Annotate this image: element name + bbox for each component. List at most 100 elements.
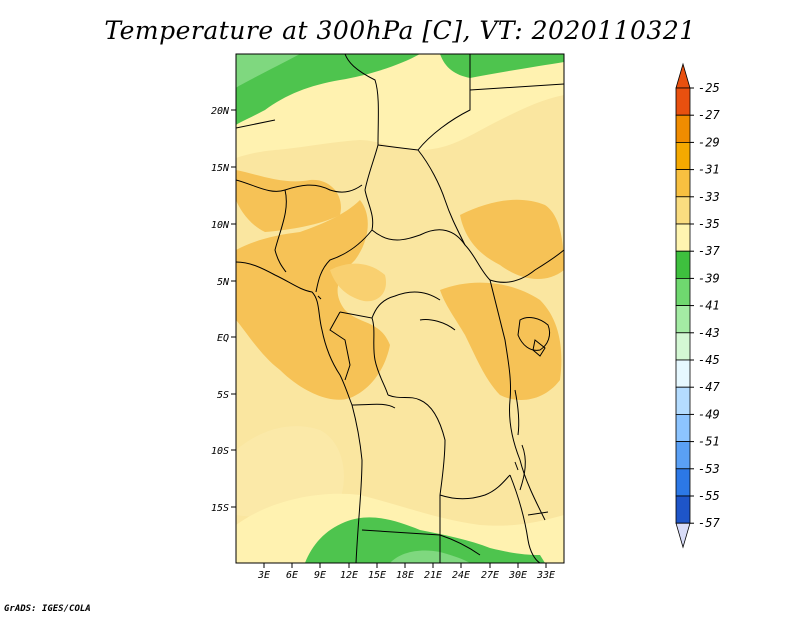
lon-label: 3E	[257, 570, 270, 581]
border-center-3	[417, 149, 466, 246]
lon-label: 24E	[452, 570, 470, 581]
lon-label: 15E	[368, 570, 386, 581]
lat-label: 5S	[217, 390, 229, 401]
lon-labels: 3E 6E 9E 12E 15E 18E 21E 24E 27E 30E 33E	[257, 570, 555, 581]
border-north-2	[377, 54, 471, 151]
lake-east-4	[519, 444, 526, 491]
axis-ticks	[231, 109, 547, 568]
border-center-6	[387, 394, 446, 496]
lat-labels: 20N 15N 10N 5N EQ 5S 10S 15S	[211, 106, 230, 514]
colorbar-label: -49	[698, 407, 720, 421]
colorbar-label: -57	[698, 516, 720, 530]
border-north-1	[344, 54, 379, 191]
colorbar-label: -37	[698, 244, 720, 258]
temperature-field	[236, 54, 564, 563]
island-gulf	[317, 295, 322, 300]
colorbar-swatch	[675, 114, 691, 143]
lon-label: 30E	[508, 570, 527, 581]
colorbar-label: -43	[698, 326, 720, 340]
field-region-warm-northeast	[460, 199, 564, 280]
colorbar-label: -51	[698, 435, 720, 449]
map-title: Temperature at 300hPa [C], VT: 202011032…	[104, 16, 696, 45]
border-center-7	[351, 403, 396, 409]
lake-east-3	[514, 389, 520, 436]
colorbar-label: -45	[698, 353, 720, 367]
lake-south-1	[514, 461, 519, 471]
field-region-warm-west	[236, 200, 390, 400]
border-east-3	[489, 279, 546, 521]
colorbar-tip-top	[675, 62, 691, 89]
colorbar-label: -29	[698, 135, 720, 149]
field-region-lightgreen-south	[390, 550, 470, 563]
colorbar-swatch	[675, 413, 691, 442]
lon-label: 21E	[424, 570, 442, 581]
field-region-warm-center	[330, 263, 386, 302]
colorbar-swatch	[675, 141, 691, 170]
colorbar-swatch	[675, 441, 691, 470]
colorbar-swatch	[675, 495, 691, 524]
map-frame	[235, 53, 565, 564]
colorbar-label: -39	[698, 271, 720, 285]
field-region-cool-southwest	[236, 426, 344, 517]
border-west-1	[236, 179, 363, 193]
border-south-1	[439, 474, 511, 500]
border-center-2	[371, 229, 491, 281]
colorbar-label: -47	[698, 380, 720, 394]
lake-east-2	[532, 339, 546, 357]
field-region-lightgreen-northwest	[236, 54, 300, 88]
colorbar-swatch	[675, 169, 691, 198]
colorbar-label: -27	[698, 108, 720, 122]
colorbar-swatch	[675, 250, 691, 279]
colorbar-label: -41	[698, 299, 720, 313]
colorbar-swatch	[675, 223, 691, 252]
grads-credit: GrADS: IGES/COLA	[4, 604, 91, 614]
field-region-green-northwest	[236, 54, 420, 125]
colorbar-label: -53	[698, 462, 720, 476]
lon-label: 6E	[286, 570, 298, 581]
border-south-4	[509, 474, 541, 563]
lat-label: 10S	[211, 446, 229, 457]
colorbar-label: -25	[698, 81, 720, 95]
map-boundaries	[236, 54, 564, 563]
colorbar-swatch	[675, 332, 691, 361]
border-east-1	[489, 249, 564, 283]
lat-label: 10N	[211, 220, 230, 231]
border-center-4	[339, 311, 389, 396]
field-region-warm-east	[440, 282, 562, 400]
lat-label: 20N	[211, 106, 230, 117]
border-center-5	[329, 311, 351, 381]
lon-label: 27E	[481, 570, 499, 581]
colorbar-swatch	[675, 305, 691, 334]
lon-label: 33E	[536, 570, 555, 581]
lake-east-1	[517, 317, 551, 351]
colorbar-swatch	[675, 87, 691, 116]
lon-label: 18E	[396, 570, 414, 581]
lake-south-2	[527, 511, 549, 516]
colorbar-label: -55	[698, 489, 720, 503]
colorbar-label: -35	[698, 217, 720, 231]
lat-label: EQ	[217, 333, 229, 344]
colorbar-swatch	[675, 386, 691, 415]
colorbar-tip-bottom	[675, 522, 691, 549]
border-north-3	[469, 83, 564, 91]
lat-label: 15S	[211, 503, 229, 514]
colorbar-swatch	[675, 277, 691, 306]
border-east-2	[371, 291, 441, 319]
colorbar-swatch	[675, 359, 691, 388]
field-region-green-south	[305, 517, 545, 563]
colorbar: -25 -27 -29 -31 -33 -35 -37 -39 -41 -43 -45 -47 -49 -…	[675, 62, 720, 549]
lon-label: 12E	[340, 570, 358, 581]
lake-center-1	[419, 319, 456, 331]
coastline-west	[236, 261, 363, 563]
border-west-3	[274, 189, 287, 273]
colorbar-swatch	[675, 196, 691, 225]
colorbar-label: -31	[698, 163, 720, 177]
colorbar-label: -33	[698, 190, 720, 204]
border-west-2	[236, 119, 276, 129]
field-region-green-northeast	[440, 54, 564, 78]
colorbar-swatch	[675, 468, 691, 497]
border-center-1	[315, 189, 374, 293]
lat-label: 15N	[211, 163, 230, 174]
lon-label: 9E	[314, 570, 326, 581]
